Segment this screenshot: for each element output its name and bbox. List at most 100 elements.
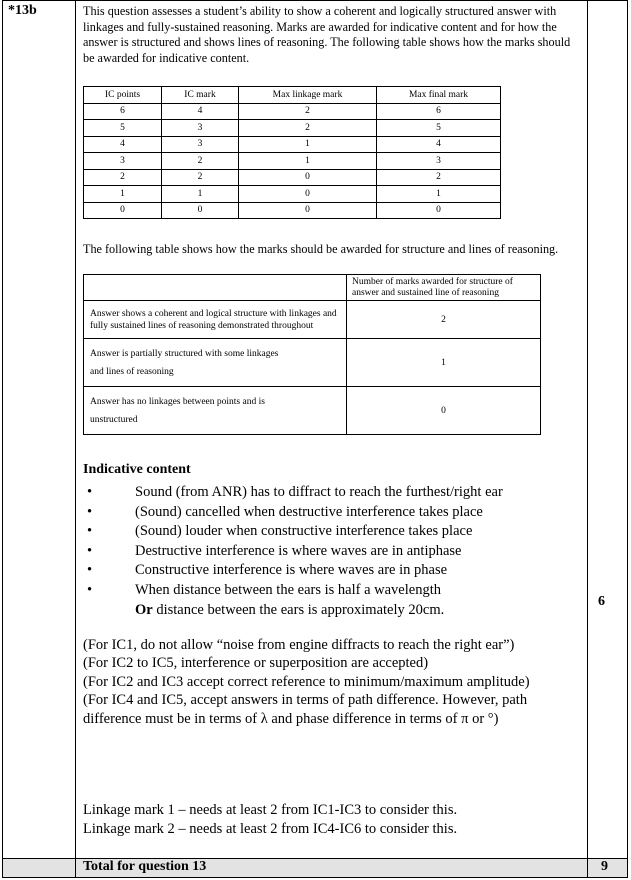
notes: (For IC1, do not allow “noise from engin… bbox=[83, 636, 553, 728]
note: (For IC2 and IC3 accept correct referenc… bbox=[83, 673, 530, 690]
table-cell: 5 bbox=[376, 119, 501, 137]
table-cell: 0 bbox=[238, 168, 377, 186]
table-cell: 2 bbox=[83, 168, 162, 186]
desc-cell: Answer has no linkages between points an… bbox=[83, 386, 347, 435]
table-cell: 0 bbox=[238, 185, 377, 203]
table-cell: 1 bbox=[238, 135, 377, 153]
desc-cell: Answer is partially structured with some… bbox=[83, 338, 347, 387]
table-cell: 2 bbox=[376, 168, 501, 186]
table-cell: 3 bbox=[161, 119, 239, 137]
list-item-text: Constructive interference is where waves… bbox=[135, 562, 448, 579]
list-item: • When distance between the ears is half … bbox=[83, 581, 583, 601]
table-cell: 2 bbox=[238, 119, 377, 137]
list-item: • Constructive interference is where wave… bbox=[83, 561, 583, 581]
table-cell: 1 bbox=[161, 185, 239, 203]
border bbox=[2, 877, 628, 878]
table-cell: 6 bbox=[83, 102, 162, 120]
linkage-notes: Linkage mark 1 – needs at least 2 from I… bbox=[83, 801, 457, 838]
header-cell: IC mark bbox=[161, 86, 239, 104]
header-cell: Max linkage mark bbox=[238, 86, 377, 104]
table-cell: 1 bbox=[376, 185, 501, 203]
table-cell: 5 bbox=[83, 119, 162, 137]
bullet-icon: • bbox=[87, 484, 93, 500]
note: (For IC1, do not allow “noise from engin… bbox=[83, 637, 515, 653]
header-cell: Max final mark bbox=[376, 86, 501, 104]
note: (For IC4 and IC5, accept answers in term… bbox=[83, 692, 528, 727]
structure-intro: The following table shows how the marks … bbox=[83, 242, 559, 256]
table-cell: 3 bbox=[83, 152, 162, 170]
max-mark: 6 bbox=[598, 594, 605, 609]
table-row: Answer shows a coherent and logical stru… bbox=[83, 300, 541, 339]
border bbox=[2, 0, 628, 1]
note: (For IC2 to IC5, interference or superpo… bbox=[83, 655, 429, 672]
table-header-row: IC points IC mark Max linkage mark Max f… bbox=[83, 86, 501, 104]
linkage-line: Linkage mark 2 – needs at least 2 from I… bbox=[83, 820, 458, 837]
list-item-text: Sound (from ANR) has to diffract to reac… bbox=[135, 484, 503, 500]
empty-header-cell bbox=[83, 274, 347, 301]
marks-cell: 1 bbox=[346, 338, 541, 387]
table-header-row: Number of marks awarded for structure of… bbox=[83, 274, 541, 301]
bullet-icon: • bbox=[87, 523, 93, 540]
table-row: Answer has no linkages between points an… bbox=[83, 386, 541, 435]
bullet-icon: • bbox=[87, 503, 93, 520]
table-row: Answer is partially structured with some… bbox=[83, 338, 541, 387]
or-word: Or bbox=[135, 601, 153, 618]
border bbox=[627, 0, 628, 878]
table-cell: 0 bbox=[376, 201, 501, 219]
table-cell: 2 bbox=[161, 168, 239, 186]
marks-cell: 0 bbox=[346, 386, 541, 435]
question-number: *13b bbox=[8, 3, 37, 18]
total-label: Total for question 13 bbox=[83, 859, 207, 874]
table-cell: 1 bbox=[83, 185, 162, 203]
marks-cell: 2 bbox=[346, 300, 541, 339]
table-cell: 2 bbox=[238, 102, 377, 120]
bullet-icon: • bbox=[87, 542, 93, 559]
list-item: • (Sound) cancelled when destructive inte… bbox=[83, 503, 583, 523]
total-row-background bbox=[2, 858, 628, 877]
list-item-text: (Sound) louder when constructive interfe… bbox=[135, 523, 473, 540]
or-text: distance between the ears is approximate… bbox=[152, 601, 445, 618]
indicative-list: • Sound (from ANR) has to diffract to rea… bbox=[83, 483, 583, 620]
list-item: • Sound (from ANR) has to diffract to rea… bbox=[83, 483, 583, 503]
table-cell: 3 bbox=[161, 135, 239, 153]
desc-cell: Answer shows a coherent and logical stru… bbox=[83, 300, 347, 339]
list-item-continuation: Or distance between the ears is approxim… bbox=[83, 601, 583, 621]
table-cell: 2 bbox=[161, 152, 239, 170]
list-item-text: Destructive interference is where waves … bbox=[135, 542, 462, 559]
border bbox=[2, 0, 3, 878]
list-item: • Destructive interference is where waves… bbox=[83, 542, 583, 562]
structure-table: Number of marks awarded for structure of… bbox=[83, 274, 541, 435]
table-cell: 0 bbox=[83, 201, 162, 219]
list-item-text: (Sound) cancelled when destructive inter… bbox=[135, 503, 483, 520]
total-mark: 9 bbox=[601, 859, 608, 874]
table-cell: 3 bbox=[376, 152, 501, 170]
or-line: Or distance between the ears is approxim… bbox=[135, 601, 444, 621]
linkage-line: Linkage mark 1 – needs at least 2 from I… bbox=[83, 802, 458, 818]
table-cell: 6 bbox=[376, 102, 501, 120]
intro-text: This question assesses a student’s abili… bbox=[83, 4, 571, 65]
table-cell: 0 bbox=[238, 201, 377, 219]
table-cell: 4 bbox=[161, 102, 239, 120]
bullet-icon: • bbox=[87, 562, 93, 579]
table-cell: 4 bbox=[376, 135, 501, 153]
indicative-heading: Indicative content bbox=[83, 462, 191, 477]
ic-table: IC points IC mark Max linkage mark Max f… bbox=[83, 86, 501, 219]
table-cell: 0 bbox=[161, 201, 239, 219]
border bbox=[75, 0, 76, 878]
table-cell: 4 bbox=[83, 135, 162, 153]
list-item-text: When distance between the ears is half a… bbox=[135, 581, 441, 598]
border bbox=[587, 0, 588, 878]
header-cell: Number of marks awarded for structure of… bbox=[346, 274, 541, 301]
header-cell: IC points bbox=[83, 86, 162, 104]
bullet-icon: • bbox=[87, 581, 93, 598]
table-cell: 1 bbox=[238, 152, 377, 170]
list-item: • (Sound) louder when constructive interf… bbox=[83, 522, 583, 542]
border bbox=[2, 858, 628, 859]
